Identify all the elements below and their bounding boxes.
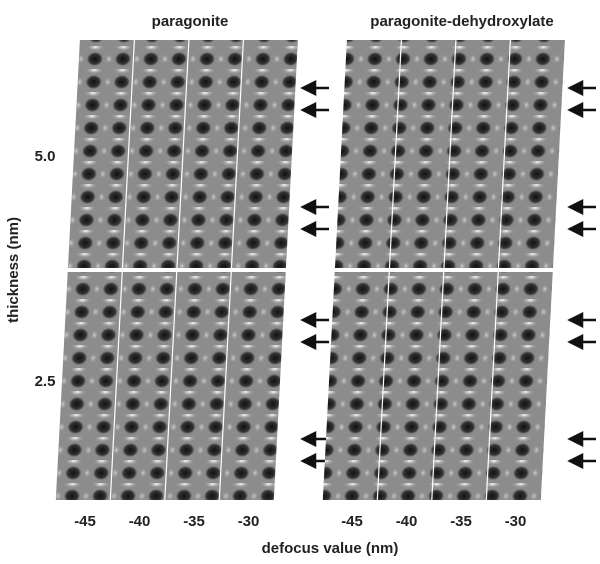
arrow [567,452,596,470]
x-tick-label: -40 [129,513,151,530]
x-tick-label: -45 [341,513,363,530]
strip-separator [376,272,390,500]
strip-separator [443,40,457,268]
strip-separator [485,272,499,500]
strip-separator [388,40,403,268]
arrow [567,101,596,119]
x-tick-label: -35 [183,513,205,530]
row-label: 5.0 [35,148,56,165]
image-panels [55,40,596,500]
arrow [300,79,329,97]
image-panel [322,272,553,500]
strip-separator [218,272,232,500]
arrow [300,311,329,329]
column-title: paragonite [152,13,229,30]
strip-separator [497,40,512,268]
arrow [300,198,329,216]
arrow [567,79,596,97]
arrow [567,333,596,351]
image-panel [55,272,286,500]
arrow [300,430,329,448]
x-axis-label: defocus value (nm) [262,540,399,557]
arrow [300,220,329,238]
column-title: paragonite-dehydroxylate [370,13,553,30]
y-axis-label: thickness (nm) [5,217,22,323]
x-tick-label: -35 [450,513,472,530]
arrow [300,333,329,351]
strip-separator [164,272,178,500]
arrow [567,430,596,448]
image-panel [67,40,298,268]
strip-separator [121,40,136,268]
x-tick-label: -30 [238,513,260,530]
arrow [567,220,596,238]
row-label: 2.5 [35,373,56,390]
arrow [300,101,329,119]
x-tick-label: -45 [74,513,96,530]
strip-separator [176,40,190,268]
strip-separator [109,272,123,500]
x-tick-label: -30 [505,513,527,530]
image-panel [334,40,565,268]
arrow [567,198,596,216]
x-tick-label: -40 [396,513,418,530]
arrow [567,311,596,329]
strip-separator [230,40,245,268]
strip-separator [431,272,445,500]
